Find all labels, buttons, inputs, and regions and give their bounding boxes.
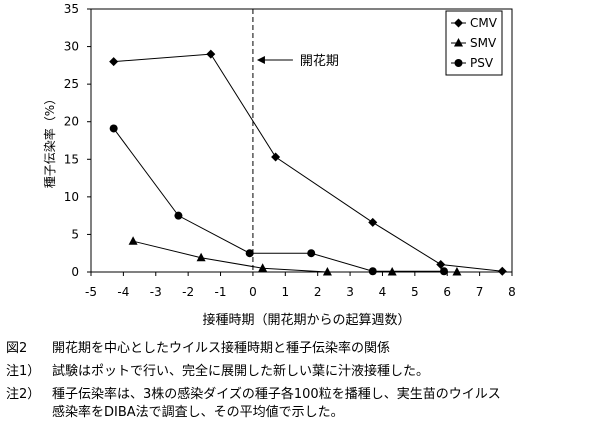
data-point-psv [245, 249, 254, 258]
data-point-psv [109, 124, 118, 133]
y-tick-label: 25 [64, 77, 79, 91]
series-line-psv [113, 128, 444, 272]
plot-frame [90, 8, 513, 273]
legend-label-psv: PSV [470, 56, 494, 70]
x-tick-label: -3 [150, 285, 162, 299]
note-1: 注1） 試験はポットで行い、完全に展開した新しい葉に汁液接種した。 [6, 363, 429, 380]
series-psv [109, 124, 448, 276]
series-smv [128, 236, 462, 276]
legend-label-cmv: CMV [470, 16, 498, 30]
legend-label-smv: SMV [470, 36, 497, 50]
data-point-cmv [206, 49, 216, 59]
annotation-label: 開花期 [300, 53, 339, 69]
y-tick-label: 5 [71, 227, 79, 241]
x-tick-label: 6 [443, 285, 451, 299]
x-tick-label: 8 [508, 285, 516, 299]
y-tick-label: 15 [64, 152, 79, 166]
note-1-number: 注1） [6, 364, 41, 379]
x-tick-label: 3 [346, 285, 354, 299]
data-point-psv [439, 267, 448, 276]
figure-title: 開花期を中心としたウイルス接種時期と種子伝染率の関係 [52, 341, 391, 356]
data-point-smv [452, 267, 462, 276]
y-tick-label: 35 [64, 2, 79, 16]
data-point-smv [322, 267, 332, 276]
data-point-psv [174, 211, 183, 220]
y-tick-label: 30 [64, 40, 79, 54]
x-tick-label: -5 [85, 285, 97, 299]
note-2-text-line1: 種子伝染率は、3株の感染ダイズの種子各100粒を播種し、実生苗のウイルス [52, 387, 501, 402]
legend-marker-cmv [454, 18, 463, 28]
x-tick-label: -4 [117, 285, 129, 299]
x-tick-label: 4 [379, 285, 387, 299]
series-cmv [109, 49, 507, 276]
data-point-cmv [368, 217, 378, 227]
note-2: 注2） 種子伝染率は、3株の感染ダイズの種子各100粒を播種し、実生苗のウイルス [6, 386, 501, 403]
data-point-psv [307, 249, 316, 258]
chart-axes: -5 -4 -3 -2 -1 0 1 2 3 4 5 6 7 8 0 5 10 15 20 25 30 35 接種時期（開花… [42, 2, 516, 328]
x-axis-title: 接種時期（開花期からの起算週数） [202, 312, 410, 328]
figure-caption: 図2 開花期を中心としたウイルス接種時期と種子伝染率の関係 [6, 340, 390, 357]
series-line-cmv [113, 53, 503, 272]
data-point-cmv [497, 266, 507, 276]
figure-number: 図2 [6, 341, 28, 356]
chart-legend: CMV SMV PSV [445, 10, 503, 76]
x-tick-label: -1 [215, 285, 227, 299]
y-tick-label: 0 [71, 265, 79, 279]
y-tick-label: 20 [64, 115, 79, 129]
x-tick-label: 7 [476, 285, 484, 299]
data-point-psv [368, 267, 377, 276]
data-point-cmv [436, 259, 446, 269]
x-tick-label: 2 [314, 285, 322, 299]
legend-marker-smv [454, 38, 463, 47]
series-line-smv [132, 240, 457, 273]
y-axis-title: 種子伝染率（%） [42, 93, 57, 188]
note-1-text: 試験はポットで行い、完全に展開した新しい葉に汁液接種した。 [52, 364, 430, 379]
x-tick-label: -2 [182, 285, 194, 299]
data-point-smv [196, 252, 206, 262]
note-2-text-line2: 感染率をDIBA法で調査し、その平均値で示した。 [52, 405, 344, 420]
y-tick-label: 10 [64, 190, 79, 204]
chart-series [109, 49, 507, 276]
data-point-smv [128, 236, 138, 245]
annotation-arrow-head [256, 56, 265, 64]
data-point-cmv [109, 57, 119, 67]
x-tick-label: 1 [281, 285, 289, 299]
data-point-cmv [271, 152, 281, 162]
note-2-number: 注2） [6, 387, 41, 402]
legend-marker-psv [454, 59, 463, 67]
data-point-smv [258, 263, 268, 272]
x-tick-label: 0 [249, 285, 257, 299]
note-2-continued: 感染率をDIBA法で調査し、その平均値で示した。 [6, 404, 344, 421]
x-tick-label: 5 [411, 285, 419, 299]
seed-transmission-chart: -5 -4 -3 -2 -1 0 1 2 3 4 5 6 7 8 0 5 10 15 20 25 30 35 接種時期（開花… [42, 2, 516, 328]
